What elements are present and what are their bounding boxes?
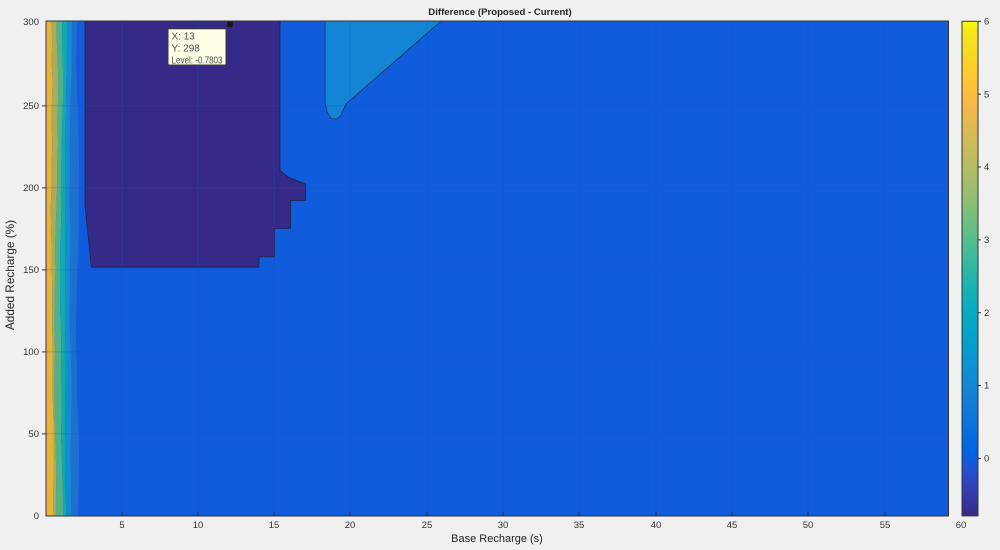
svg-text:50: 50 [28, 429, 39, 440]
svg-text:1: 1 [984, 381, 989, 392]
svg-text:35: 35 [574, 520, 585, 531]
svg-text:15: 15 [269, 520, 280, 531]
svg-text:25: 25 [422, 520, 433, 531]
svg-text:Base Recharge (s): Base Recharge (s) [451, 533, 543, 545]
svg-text:4: 4 [984, 162, 989, 173]
svg-text:X: 13: X: 13 [172, 32, 196, 43]
svg-text:Level: -0.7803: Level: -0.7803 [172, 56, 223, 67]
svg-text:10: 10 [193, 520, 204, 531]
svg-text:2: 2 [984, 308, 989, 319]
svg-text:5: 5 [119, 520, 124, 531]
svg-text:300: 300 [23, 17, 39, 28]
svg-text:20: 20 [345, 520, 356, 531]
svg-text:Difference (Proposed - Current: Difference (Proposed - Current) [428, 7, 571, 18]
svg-text:55: 55 [880, 520, 891, 531]
svg-text:200: 200 [23, 183, 39, 194]
svg-text:40: 40 [651, 520, 662, 531]
svg-text:50: 50 [803, 520, 814, 531]
svg-text:6: 6 [984, 16, 989, 27]
svg-text:Y: 298: Y: 298 [172, 44, 201, 55]
svg-text:0: 0 [984, 454, 989, 465]
svg-text:5: 5 [984, 89, 989, 100]
svg-text:45: 45 [727, 520, 738, 531]
svg-text:250: 250 [23, 101, 39, 112]
svg-text:0: 0 [34, 511, 39, 522]
svg-text:3: 3 [984, 235, 989, 246]
svg-text:Added Recharge (%): Added Recharge (%) [3, 220, 17, 330]
svg-text:150: 150 [23, 265, 39, 276]
svg-text:100: 100 [23, 347, 39, 358]
svg-text:30: 30 [498, 520, 509, 531]
svg-text:60: 60 [956, 520, 967, 531]
